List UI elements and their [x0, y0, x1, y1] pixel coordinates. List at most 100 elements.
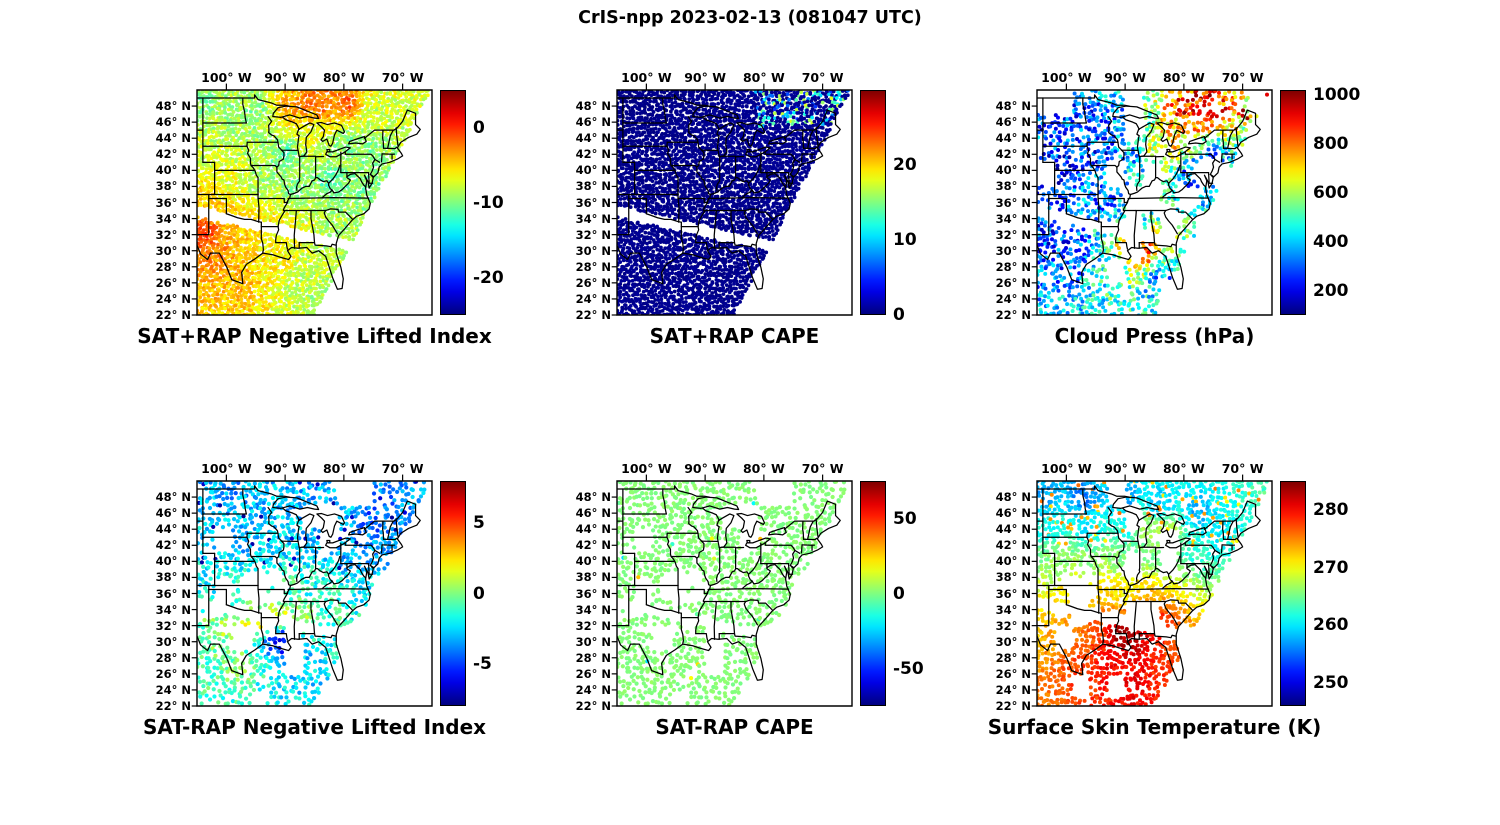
data-point [250, 121, 255, 126]
data-point [237, 162, 242, 167]
data-point [342, 189, 347, 194]
data-point [239, 297, 244, 302]
data-point [246, 240, 251, 244]
data-point [392, 155, 396, 160]
data-point [205, 116, 209, 121]
data-point [234, 99, 238, 104]
data-point [697, 122, 702, 126]
data-point [669, 103, 674, 108]
data-point [306, 226, 311, 230]
data-point [233, 225, 238, 230]
data-point [250, 271, 255, 276]
data-point [309, 106, 314, 111]
data-point [231, 130, 236, 135]
data-point [249, 145, 254, 149]
data-point [626, 130, 631, 134]
data-point [356, 208, 361, 213]
data-point [395, 111, 400, 116]
data-point [198, 269, 203, 274]
data-point [247, 188, 252, 193]
data-point [279, 140, 284, 144]
data-point [375, 148, 379, 152]
data-point [265, 212, 270, 216]
data-point [322, 270, 327, 275]
data-point [271, 302, 275, 307]
data-point [699, 92, 704, 97]
data-point [201, 222, 206, 227]
data-point [238, 240, 243, 244]
data-point [318, 201, 323, 206]
data-point [328, 174, 333, 179]
data-point [309, 175, 314, 180]
data-point [360, 94, 365, 98]
data-point [284, 167, 289, 172]
data-point [341, 103, 346, 108]
data-point [744, 104, 749, 109]
data-point [828, 122, 833, 126]
data-point [309, 93, 314, 97]
data-point [262, 127, 267, 132]
data-point [710, 122, 715, 127]
data-point [379, 107, 384, 112]
data-point [694, 118, 698, 123]
lat-tick-label: 44° N [575, 131, 611, 146]
data-point [374, 154, 379, 159]
data-point [363, 197, 368, 202]
data-point [350, 118, 354, 123]
lat-tick-label: 26° N [575, 275, 611, 290]
data-point [347, 237, 352, 242]
data-point [319, 296, 324, 300]
data-point [319, 263, 324, 268]
lat-tick-label: 30° N [575, 243, 611, 258]
data-point [290, 144, 295, 149]
data-point [247, 214, 252, 218]
data-point [268, 243, 273, 248]
data-point [393, 98, 398, 102]
data-point [815, 111, 820, 116]
data-point [357, 94, 362, 98]
data-point [303, 264, 308, 269]
lat-tick-label: 36° N [575, 195, 611, 210]
data-point [236, 229, 241, 234]
data-point [812, 119, 817, 124]
data-point [804, 133, 809, 138]
data-point [211, 116, 216, 121]
data-point [239, 141, 244, 146]
data-point [299, 201, 303, 206]
data-point [339, 136, 344, 141]
data-point [704, 98, 709, 102]
data-point [804, 110, 809, 115]
data-point [257, 280, 262, 285]
data-point [314, 222, 319, 226]
data-point [283, 170, 287, 175]
data-point [306, 303, 311, 308]
data-point [624, 99, 629, 104]
data-point [729, 101, 733, 106]
data-point [682, 92, 687, 96]
data-point [356, 181, 361, 185]
data-point [640, 92, 645, 97]
data-point [224, 94, 228, 99]
data-point [306, 178, 311, 183]
data-point [306, 167, 311, 172]
data-point [373, 184, 378, 189]
data-point [378, 140, 383, 145]
data-point [351, 121, 356, 126]
data-point [820, 100, 825, 105]
data-point [268, 179, 273, 184]
data-point [344, 166, 348, 171]
data-point [349, 188, 354, 193]
data-point [398, 137, 403, 142]
lat-tick-label: 32° N [155, 227, 191, 242]
data-point [250, 211, 255, 216]
data-point [331, 103, 336, 108]
data-point [293, 151, 298, 156]
data-point [283, 174, 288, 179]
data-point [292, 92, 297, 96]
data-point [370, 122, 375, 126]
data-point [263, 187, 268, 191]
data-point [212, 284, 216, 289]
data-point [270, 99, 275, 104]
data-point [279, 295, 284, 300]
data-point [263, 267, 268, 272]
